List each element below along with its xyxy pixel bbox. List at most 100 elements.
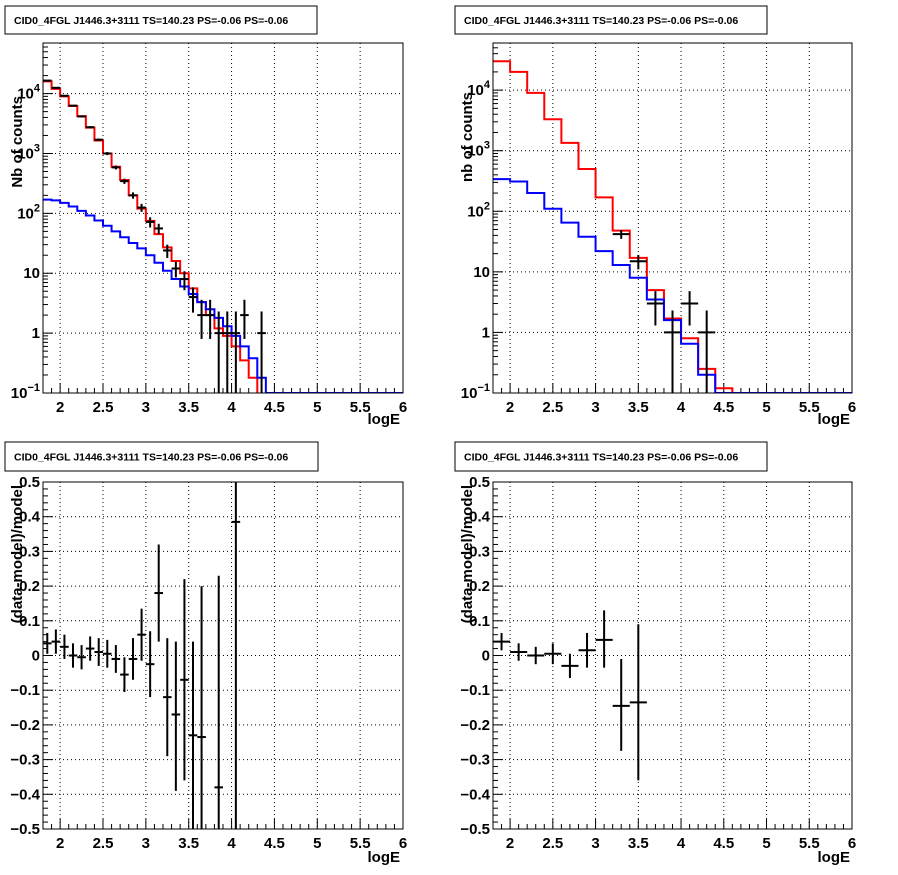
y-tick-label: −0.1 (460, 682, 490, 699)
data-point (120, 657, 129, 692)
y-tick-label: 103 (17, 142, 40, 162)
x-tick-label: 2.5 (93, 835, 114, 852)
histogram-series-1 (493, 60, 852, 393)
data-point (663, 310, 682, 393)
data-point (171, 641, 181, 791)
y-tick-label: 0.4 (469, 509, 491, 526)
data-point (137, 608, 146, 661)
x-tick-label: 2.5 (93, 399, 114, 416)
data-point (698, 310, 716, 393)
histogram-series-2 (43, 198, 403, 393)
data-point (223, 311, 232, 393)
chart-title-box (454, 441, 768, 472)
data-point (171, 261, 181, 278)
x-tick-label: 2 (506, 399, 514, 416)
y-tick-label: −0.2 (10, 717, 40, 734)
chart-panel-4: 2 2.5 3 3.5 4 4.5 5 5.5 6 −0.5 −0.4 −0.3 −0.2 −0.1 0 0.… (454, 441, 856, 866)
x-tick-label: 3.5 (178, 399, 199, 416)
plot-frame (492, 481, 853, 830)
y-tick-label: 0.2 (19, 578, 40, 595)
data-point (43, 79, 52, 82)
data-point (510, 643, 528, 661)
x-tick-label: 6 (399, 835, 407, 852)
y-tick-label: 10 (473, 264, 490, 281)
data-point (68, 104, 78, 107)
x-tick-label: 4 (227, 835, 236, 852)
chart-panel-3: 2 2.5 3 3.5 4 4.5 5 5.5 6 −0.5 −0.4 −0.3 −0.2 −0.1 0 0.… (4, 441, 407, 866)
chart-panel-1: 2 2.5 3 3.5 4 4.5 5 5.5 6 10−1 1 10 102 103 104 logE Nb … (4, 5, 407, 428)
x-tick-label: 4 (227, 399, 236, 416)
y-tick-label: 0.3 (19, 543, 40, 560)
plot-frame (42, 481, 404, 830)
y-tick-label: 1 (482, 324, 490, 341)
chart-title: CID0_4FGL J1446.3+3111 TS=140.23 PS=-0.0… (14, 15, 288, 27)
data-point (77, 645, 86, 670)
data-point (154, 544, 163, 642)
chart-title-box (4, 441, 319, 472)
data-point (612, 230, 630, 239)
y-tick-label: 102 (17, 202, 40, 222)
y-tick-label: 0.5 (469, 474, 490, 491)
data-point (214, 311, 223, 393)
x-tick-label: 2 (56, 399, 64, 416)
x-tick-label: 3 (142, 399, 150, 416)
data-point (85, 126, 95, 129)
y-tick-label: 104 (467, 79, 491, 99)
y-tick-label: 10−1 (11, 382, 40, 402)
data-point (197, 586, 206, 829)
chart-title-box (4, 5, 318, 35)
data-point (94, 638, 103, 666)
y-tick-label: 0.1 (19, 613, 40, 630)
chart-title-box (454, 5, 768, 35)
plot-area (43, 79, 403, 393)
x-tick-label: 4.5 (713, 399, 734, 416)
plot-area (493, 60, 852, 393)
x-tick-label: 6 (848, 399, 856, 416)
x-tick-label: 5.5 (799, 835, 820, 852)
y-tick-label: 10 (23, 265, 40, 282)
x-tick-label: 2.5 (542, 835, 563, 852)
data-point (128, 192, 138, 199)
x-tick-label: 4.5 (264, 835, 285, 852)
data-point (180, 271, 189, 291)
y-tick-label: 102 (467, 200, 490, 220)
x-tick-label: 4 (677, 835, 686, 852)
chart-panel-2: 2 2.5 3 3.5 4 4.5 5 5.5 6 10−1 1 10 102 103 104 logE nb … (454, 5, 856, 428)
y-tick-label: 0.1 (469, 613, 490, 630)
y-tick-label: −0.2 (460, 717, 490, 734)
x-tick-label: 2 (56, 835, 64, 852)
y-tick-label: −0.4 (10, 786, 40, 803)
y-tick-label: 1 (32, 325, 40, 342)
y-tick-label: −0.5 (10, 821, 40, 838)
x-tick-label: 5 (762, 835, 770, 852)
y-axis-title: Nb of counts (9, 96, 26, 188)
data-point (137, 203, 146, 212)
data-point (85, 636, 95, 661)
y-tick-label: 10−1 (461, 382, 490, 402)
x-tick-label: 2 (506, 835, 514, 852)
x-tick-label: 3 (142, 835, 150, 852)
data-point (214, 575, 223, 829)
x-tick-label: 3 (591, 399, 599, 416)
data-point (595, 610, 613, 668)
data-point (561, 653, 579, 679)
data-point (240, 299, 249, 339)
plot-frame (42, 42, 404, 394)
y-axis-title: nb of counts (459, 92, 476, 182)
data-point (43, 632, 52, 654)
data-point (145, 631, 155, 698)
x-tick-label: 2.5 (542, 399, 563, 416)
data-point (180, 579, 189, 781)
data-point (145, 217, 155, 228)
data-point (629, 254, 647, 270)
y-tick-label: 0.4 (19, 509, 41, 526)
data-point (163, 244, 172, 258)
y-tick-label: 104 (17, 83, 41, 103)
data-point (231, 311, 241, 393)
histogram-series-2 (493, 178, 852, 393)
y-tick-label: −0.1 (10, 682, 40, 699)
data-point (94, 138, 103, 141)
x-tick-label: 5 (313, 835, 321, 852)
histogram-series-1 (43, 80, 259, 393)
data-point (544, 643, 562, 665)
